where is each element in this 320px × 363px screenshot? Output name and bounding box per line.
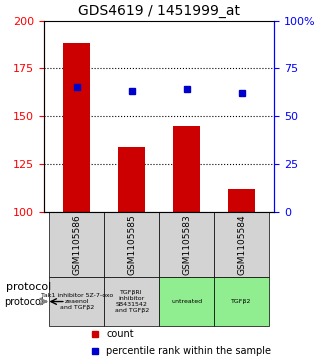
Text: TGFβRI
inhibitor
SB431542
and TGFβ2: TGFβRI inhibitor SB431542 and TGFβ2 <box>115 290 149 313</box>
FancyBboxPatch shape <box>49 212 104 277</box>
Text: protocol: protocol <box>4 297 44 306</box>
Text: count: count <box>106 329 134 339</box>
Bar <box>63 44 91 212</box>
Text: percentile rank within the sample: percentile rank within the sample <box>106 346 271 356</box>
FancyBboxPatch shape <box>49 277 104 326</box>
FancyBboxPatch shape <box>159 277 214 326</box>
Bar <box>118 147 145 212</box>
FancyBboxPatch shape <box>214 212 269 277</box>
Title: GDS4619 / 1451999_at: GDS4619 / 1451999_at <box>78 4 240 18</box>
FancyBboxPatch shape <box>104 277 159 326</box>
Text: GSM1105583: GSM1105583 <box>182 214 191 275</box>
Text: Tak1 inhibitor 5Z-7-oxo
zeaenol
and TGFβ2: Tak1 inhibitor 5Z-7-oxo zeaenol and TGFβ… <box>41 293 113 310</box>
Text: untreated: untreated <box>171 299 202 304</box>
FancyBboxPatch shape <box>159 212 214 277</box>
Text: GSM1105584: GSM1105584 <box>237 214 246 274</box>
Text: GSM1105585: GSM1105585 <box>127 214 136 275</box>
FancyBboxPatch shape <box>214 277 269 326</box>
Bar <box>173 126 200 212</box>
Text: TGFβ2: TGFβ2 <box>231 299 252 304</box>
FancyBboxPatch shape <box>104 212 159 277</box>
Text: GSM1105586: GSM1105586 <box>72 214 81 275</box>
Text: protocol: protocol <box>6 282 52 292</box>
Bar <box>228 189 255 212</box>
